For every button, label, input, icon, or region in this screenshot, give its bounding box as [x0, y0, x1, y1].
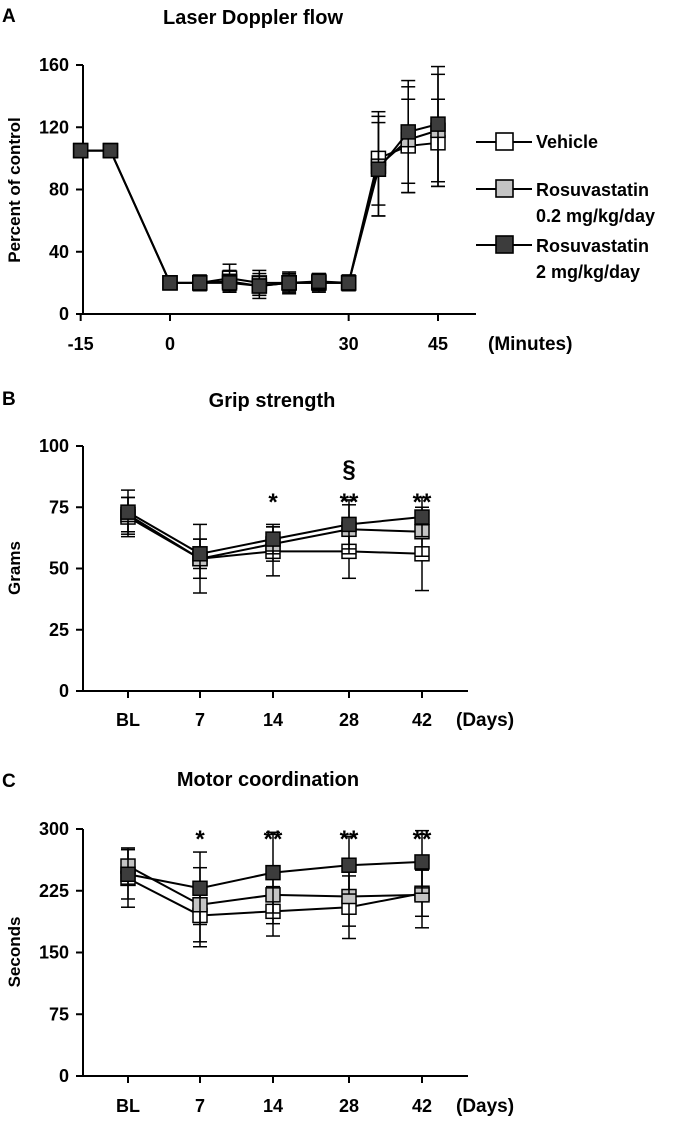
panel-b-high_dose-point: [265, 531, 281, 547]
panel-a-high_dose-point: [192, 275, 208, 291]
panel-c: C Motor coordination Seconds 0 75 150 225 30…: [2, 769, 514, 1117]
legend-vehicle-label: Vehicle: [536, 132, 598, 152]
panel-c-significance-42: **: [413, 826, 432, 853]
panel-a-plot-area: [72, 65, 446, 300]
panel-b-significance-28: §: [342, 456, 355, 483]
panel-b-x-ticks: BL 7 14 28 42: [116, 691, 432, 730]
panel-b-y-tick-label: 75: [49, 497, 69, 517]
panel-a-high_dose-point: [102, 142, 119, 159]
panel-b-y-tick-label: 0: [59, 681, 69, 701]
panel-b-plot-area: * § ** **: [120, 456, 432, 594]
panel-c-y-tick-label: 75: [49, 1004, 69, 1024]
panel-a-series-low_dose: [72, 73, 446, 300]
panel-c-significance-14: **: [264, 826, 283, 853]
panel-a-x-tick-label: 0: [165, 334, 175, 354]
panel-b-significance-14: *: [268, 489, 278, 516]
legend: Vehicle Rosuvastatin 0.2 mg/kg/day Rosuv…: [476, 132, 655, 282]
panel-b-y-tick-label: 25: [49, 620, 69, 640]
panel-c-series-low_dose: [120, 847, 430, 943]
panel-a-x-ticks: -15 0 30 45: [68, 314, 448, 354]
panel-c-plot-area: * ** ** **: [120, 826, 432, 948]
panel-a: A Laser Doppler flow Percent of control …: [2, 6, 572, 355]
panel-b-high_dose-point: [192, 546, 208, 562]
legend-high-dose-marker: [495, 235, 514, 254]
panel-a-high_dose-point: [311, 273, 327, 290]
panel-c-significance-7: *: [195, 826, 205, 853]
panel-b-letter: B: [2, 389, 16, 410]
panel-a-high_dose-point: [400, 124, 416, 140]
panel-a-y-tick-label: 0: [59, 304, 69, 324]
panel-a-high_dose-point: [221, 275, 238, 291]
panel-a-x-tick-label: 45: [428, 334, 448, 354]
legend-vehicle-marker: [495, 132, 514, 151]
panel-a-letter: A: [2, 6, 16, 27]
panel-c-series-high_dose: [120, 829, 430, 926]
panel-c-x-ticks: BL 7 14 28 42: [116, 1076, 432, 1116]
panel-c-x-tick-label: 42: [412, 1096, 432, 1116]
panel-b-high_dose-point: [341, 516, 357, 533]
legend-high-dose-label-line2: 2 mg/kg/day: [536, 262, 640, 282]
panel-b: B Grip strength Grams 0 25 50 75 100 BL 7 14 28…: [2, 389, 514, 731]
panel-c-y-tick-label: 300: [39, 819, 69, 839]
legend-low-dose-marker: [495, 179, 514, 198]
panel-c-y-axis-label: Seconds: [5, 917, 24, 988]
panel-b-y-tick-label: 50: [49, 559, 69, 579]
legend-low-dose-label-line1: Rosuvastatin: [536, 180, 649, 200]
panel-a-series-vehicle: [72, 98, 446, 297]
panel-a-y-axis-label: Percent of control: [5, 117, 24, 262]
panel-b-y-axis-label: Grams: [5, 541, 24, 595]
panel-a-y-tick-label: 160: [39, 55, 69, 75]
panel-b-significance-28: **: [340, 489, 359, 516]
panel-b-x-tick-label: BL: [116, 710, 140, 730]
panel-a-high_dose-point: [340, 275, 357, 291]
legend-low-dose-label-line2: 0.2 mg/kg/day: [536, 206, 655, 226]
panel-a-x-tick-label: -15: [68, 334, 94, 354]
panel-c-y-tick-label: 0: [59, 1066, 69, 1086]
panel-b-series-high_dose: [120, 489, 430, 570]
panel-a-high_dose-point: [162, 275, 178, 291]
panel-c-y-tick-label: 150: [39, 943, 69, 963]
panel-a-x-tick-label: 30: [339, 334, 359, 354]
panel-c-high_dose-point: [341, 857, 357, 873]
panel-c-high_dose-point: [120, 866, 136, 883]
panel-c-x-tick-label: BL: [116, 1096, 140, 1116]
panel-a-y-ticks: 0 40 80 120 160: [39, 55, 83, 324]
panel-a-y-tick-label: 80: [49, 180, 69, 200]
panel-c-x-tick-label: 28: [339, 1096, 359, 1116]
panel-a-high_dose-point: [72, 142, 89, 159]
panel-b-high_dose-point: [414, 509, 430, 525]
panel-c-x-tick-label: 14: [263, 1096, 283, 1116]
panel-c-y-tick-label: 225: [39, 881, 69, 901]
panel-c-title: Motor coordination: [177, 769, 359, 791]
panel-c-high_dose-point: [414, 854, 430, 870]
panel-a-high_dose-point: [281, 275, 297, 291]
panel-b-y-tick-label: 100: [39, 436, 69, 456]
panel-c-high_dose-point: [265, 864, 281, 881]
legend-high-dose-label-line1: Rosuvastatin: [536, 236, 649, 256]
panel-c-x-unit: (Days): [456, 1096, 514, 1117]
panel-b-significance-42: **: [413, 489, 432, 516]
panel-b-y-ticks: 0 25 50 75 100: [39, 436, 83, 701]
panel-b-high_dose-point: [120, 504, 136, 520]
panel-a-y-tick-label: 40: [49, 242, 69, 262]
panel-c-x-tick-label: 7: [195, 1096, 205, 1116]
panel-b-x-tick-label: 28: [339, 710, 359, 730]
panel-b-x-tick-label: 42: [412, 710, 432, 730]
panel-b-x-unit: (Days): [456, 710, 514, 731]
panel-b-x-tick-label: 14: [263, 710, 283, 730]
panel-a-high_dose-point: [430, 116, 446, 132]
panel-b-title: Grip strength: [209, 390, 336, 412]
panel-c-significance-28: **: [340, 826, 359, 853]
panel-a-y-tick-label: 120: [39, 117, 69, 137]
panel-b-x-tick-label: 7: [195, 710, 205, 730]
panel-c-high_dose-point: [192, 880, 208, 897]
panel-a-high_dose-point: [251, 278, 268, 294]
panel-c-y-ticks: 0 75 150 225 300: [39, 819, 83, 1086]
panel-a-high_dose-point: [370, 161, 387, 178]
panel-a-series-high_dose: [72, 65, 446, 297]
panel-a-x-unit: (Minutes): [488, 334, 572, 355]
panel-a-title: Laser Doppler flow: [163, 7, 343, 29]
panel-c-letter: C: [2, 771, 16, 792]
